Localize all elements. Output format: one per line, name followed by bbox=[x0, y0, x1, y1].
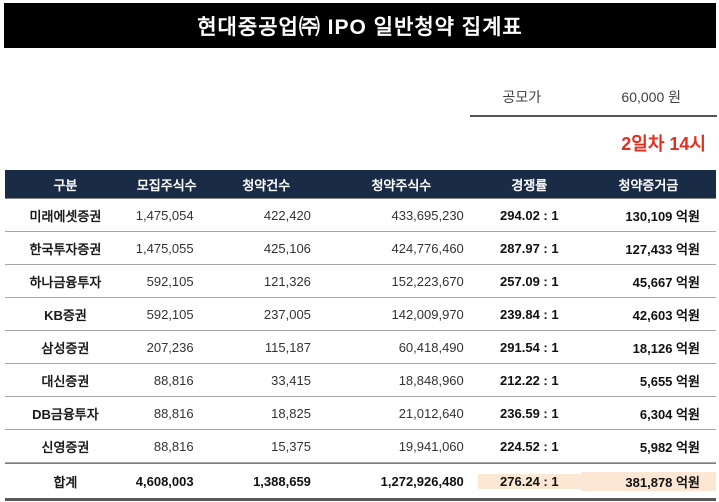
offer-price-box: 공모가 60,000 원 bbox=[470, 78, 717, 117]
table-row: 대신증권 88,816 33,415 18,848,960 212.22 : 1… bbox=[5, 364, 716, 397]
broker-name: 삼성증권 bbox=[41, 340, 90, 356]
table-row: 하나금융투자 592,105 121,326 152,223,670 257.0… bbox=[5, 265, 716, 298]
ratio-value: 291.54 : 1 bbox=[500, 339, 559, 355]
total-ratio: 276.24 : 1 bbox=[477, 473, 581, 489]
deposit-value: 127,433 억원 bbox=[625, 241, 700, 257]
shares-offered-value: 592,105 bbox=[146, 273, 194, 289]
subscriptions-value: 425,106 bbox=[263, 240, 311, 256]
day-time-label: 2일차 14시 bbox=[621, 134, 706, 154]
table-row: 삼성증권 207,236 115,187 60,418,490 291.54 :… bbox=[5, 331, 716, 364]
ratio-value: 224.52 : 1 bbox=[500, 438, 559, 454]
subscriptions-value: 18,825 bbox=[271, 405, 311, 421]
header-subscriptions: 청약건수 bbox=[242, 177, 291, 193]
shares-offered-value: 1,475,054 bbox=[135, 207, 194, 223]
header-category: 구분 bbox=[53, 177, 78, 193]
ratio-value: 212.22 : 1 bbox=[500, 372, 559, 388]
total-deposit: 381,878 억원 bbox=[580, 471, 716, 491]
shares-subscribed-value: 424,776,460 bbox=[391, 240, 464, 256]
ratio-value: 257.09 : 1 bbox=[500, 273, 559, 289]
offer-price-value: 60,000 원 bbox=[621, 88, 681, 105]
broker-name: 한국투자증권 bbox=[29, 241, 102, 257]
broker-name: 하나금융투자 bbox=[29, 274, 102, 290]
shares-subscribed-value: 60,418,490 bbox=[398, 339, 464, 355]
ratio-value: 287.97 : 1 bbox=[500, 240, 559, 256]
table-row: KB증권 592,105 237,005 142,009,970 239.84 … bbox=[5, 298, 716, 331]
subscriptions-value: 237,005 bbox=[263, 306, 311, 322]
shares-subscribed-value: 21,012,640 bbox=[398, 405, 464, 421]
table-header-row: 구분 모집주식수 청약건수 청약주식수 경쟁률 청약증거금 bbox=[5, 170, 716, 199]
subscriptions-value: 15,375 bbox=[271, 438, 311, 454]
broker-name: DB금융투자 bbox=[32, 406, 99, 422]
header-ratio: 경쟁률 bbox=[511, 177, 548, 193]
subscriptions-value: 33,415 bbox=[271, 372, 311, 388]
deposit-value: 5,982 억원 bbox=[639, 439, 700, 455]
broker-name: 대신증권 bbox=[41, 373, 90, 389]
shares-offered-value: 88,816 bbox=[153, 372, 194, 388]
table-row: 미래에셋증권 1,475,054 422,420 433,695,230 294… bbox=[5, 199, 716, 232]
ratio-value: 239.84 : 1 bbox=[500, 306, 559, 322]
shares-subscribed-value: 433,695,230 bbox=[391, 207, 464, 223]
subscriptions-value: 422,420 bbox=[263, 207, 311, 223]
broker-name: 미래에셋증권 bbox=[29, 208, 102, 224]
header-deposit: 청약증거금 bbox=[618, 177, 679, 193]
table-total-row: 합계 4,608,003 1,388,659 1,272,926,480 276… bbox=[5, 463, 716, 501]
shares-subscribed-value: 142,009,970 bbox=[391, 306, 464, 322]
shares-offered-value: 592,105 bbox=[146, 306, 194, 322]
subscriptions-value: 115,187 bbox=[264, 339, 311, 355]
deposit-value: 45,667 억원 bbox=[632, 274, 700, 290]
shares-offered-value: 88,816 bbox=[153, 405, 194, 421]
ratio-value: 294.02 : 1 bbox=[500, 207, 559, 223]
shares-offered-value: 88,816 bbox=[153, 438, 194, 454]
deposit-value: 5,655 억원 bbox=[639, 373, 700, 389]
total-shares-subscribed: 1,272,926,480 bbox=[380, 473, 464, 489]
ratio-value: 236.59 : 1 bbox=[500, 405, 559, 421]
header-shares-subscribed: 청약주식수 bbox=[371, 177, 432, 193]
deposit-value: 42,603 억원 bbox=[632, 307, 700, 323]
deposit-value: 18,126 억원 bbox=[632, 340, 700, 356]
subscriptions-value: 121,326 bbox=[263, 273, 311, 289]
broker-name: KB증권 bbox=[44, 307, 87, 323]
shares-subscribed-value: 18,848,960 bbox=[398, 372, 464, 388]
total-subscriptions: 1,388,659 bbox=[253, 473, 311, 489]
total-label: 합계 bbox=[53, 474, 78, 490]
ipo-table: 구분 모집주식수 청약건수 청약주식수 경쟁률 청약증거금 미래에셋증권 1,4… bbox=[5, 170, 716, 501]
header-shares-offered: 모집주식수 bbox=[136, 177, 197, 193]
total-shares-offered: 4,608,003 bbox=[135, 473, 194, 489]
shares-subscribed-value: 152,223,670 bbox=[391, 273, 464, 289]
table-row: 신영증권 88,816 15,375 19,941,060 224.52 : 1… bbox=[5, 430, 716, 463]
shares-offered-value: 1,475,055 bbox=[135, 240, 194, 256]
table-row: 한국투자증권 1,475,055 425,106 424,776,460 287… bbox=[5, 232, 716, 265]
offer-price-label: 공모가 bbox=[502, 88, 542, 105]
shares-offered-value: 207,236 bbox=[146, 339, 194, 355]
page-title: 현대중공업㈜ IPO 일반청약 집계표 bbox=[4, 3, 716, 48]
deposit-value: 130,109 억원 bbox=[625, 208, 700, 224]
table-row: DB금융투자 88,816 18,825 21,012,640 236.59 :… bbox=[5, 397, 716, 430]
shares-subscribed-value: 19,941,060 bbox=[398, 438, 464, 454]
deposit-value: 6,304 억원 bbox=[639, 406, 700, 422]
broker-name: 신영증권 bbox=[41, 439, 90, 455]
